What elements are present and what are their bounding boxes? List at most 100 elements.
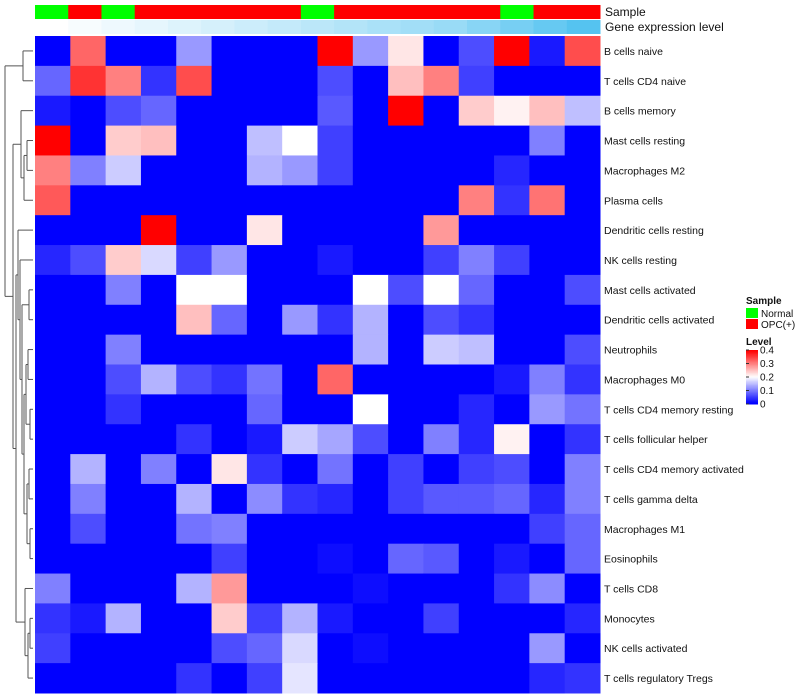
heatmap-cell xyxy=(105,215,142,246)
heatmap-cell xyxy=(388,245,424,276)
legend-gradient-step xyxy=(746,358,758,360)
row-label: Mast cells resting xyxy=(604,136,685,148)
legend-gradient-step xyxy=(746,393,758,396)
heatmap-cell xyxy=(388,215,424,246)
sample-annotation-cell xyxy=(35,5,69,19)
row-label: T cells CD4 naive xyxy=(604,76,686,88)
heatmap-cell xyxy=(388,454,424,485)
heatmap-cell xyxy=(317,663,354,694)
gene-expression-annotation-cell xyxy=(467,20,501,34)
legend-gradient-step xyxy=(746,374,758,377)
heatmap-cell xyxy=(105,663,142,694)
legend-gradient-step xyxy=(746,359,758,362)
heatmap-cell xyxy=(564,633,601,664)
heatmap-cell xyxy=(105,573,142,604)
heatmap-cell xyxy=(282,454,318,485)
heatmap-cell xyxy=(388,185,424,216)
heatmap-cell xyxy=(388,633,424,664)
legend-swatch xyxy=(746,319,758,329)
heatmap-cell xyxy=(352,245,389,276)
heatmap-cell xyxy=(211,394,248,425)
heatmap-cell xyxy=(70,603,107,634)
heatmap-cell xyxy=(352,394,389,425)
heatmap-cell xyxy=(458,394,495,425)
sample-annotation-label: Sample xyxy=(605,5,646,19)
row-label: B cells naive xyxy=(604,46,663,58)
heatmap-cell xyxy=(317,334,354,365)
heatmap-cell xyxy=(352,454,389,485)
heatmap-cell xyxy=(564,215,601,246)
heatmap-cell xyxy=(246,185,283,216)
row-label: T cells regulatory Tregs xyxy=(604,673,713,685)
legend-gradient-step xyxy=(746,390,758,393)
heatmap-cell xyxy=(105,36,142,67)
heatmap-cell xyxy=(282,274,318,306)
heatmap-cell xyxy=(35,65,71,97)
heatmap-cell xyxy=(105,603,142,634)
heatmap-cell xyxy=(246,663,283,694)
sample-annotation-cell xyxy=(433,5,468,19)
heatmap-cell xyxy=(494,215,530,246)
heatmap-cell xyxy=(246,125,283,156)
heatmap-cell xyxy=(35,125,71,156)
heatmap-cell xyxy=(105,245,142,276)
heatmap-cell xyxy=(282,394,318,425)
legend-gradient-step xyxy=(746,366,758,369)
heatmap-cell xyxy=(282,633,318,664)
heatmap-cell xyxy=(70,185,107,216)
legend-gradient-step xyxy=(746,371,758,374)
gene-expression-annotation-cell xyxy=(35,20,69,34)
heatmap-cell xyxy=(282,155,318,186)
heatmap-cell xyxy=(564,245,601,276)
heatmap-cell xyxy=(529,424,566,455)
heatmap-cell xyxy=(458,454,495,485)
heatmap-cell xyxy=(246,513,283,545)
heatmap-cell xyxy=(317,245,354,276)
heatmap-cell xyxy=(458,543,495,575)
row-label: Monocytes xyxy=(604,613,655,625)
heatmap-cell xyxy=(423,633,460,664)
gene-expression-annotation-cell xyxy=(500,20,535,34)
gene-expression-annotation-cell xyxy=(267,20,302,34)
heatmap-cell xyxy=(564,603,601,634)
heatmap-cell xyxy=(494,603,530,634)
heatmap-cell xyxy=(176,633,213,664)
heatmap-cell xyxy=(352,36,389,67)
legend-gradient-step xyxy=(746,356,758,359)
heatmap-cell xyxy=(352,633,389,664)
heatmap-cell xyxy=(529,125,566,156)
heatmap-cell xyxy=(211,95,248,127)
heatmap-cell xyxy=(317,633,354,664)
heatmap-cell xyxy=(494,36,530,67)
row-label: B cells memory xyxy=(604,106,677,118)
legend-gradient-step xyxy=(746,397,758,400)
gene-expression-annotation-cell xyxy=(334,20,368,34)
heatmap-cell xyxy=(564,573,601,604)
heatmap-cell xyxy=(246,573,283,604)
heatmap-cell xyxy=(246,245,283,276)
heatmap-cell xyxy=(494,454,530,485)
heatmap-cell xyxy=(564,304,601,336)
heatmap-cell xyxy=(70,245,107,276)
heatmap-cell xyxy=(423,424,460,455)
legend-gradient-step xyxy=(746,351,758,354)
heatmap-cell xyxy=(282,185,318,216)
heatmap-cell xyxy=(317,274,354,306)
sample-annotation-cell xyxy=(101,5,136,19)
heatmap-cell xyxy=(211,155,248,186)
heatmap-cell xyxy=(564,185,601,216)
legend-gradient-step xyxy=(746,387,758,390)
heatmap-cell xyxy=(423,274,460,306)
heatmap-cell xyxy=(35,36,71,67)
heatmap-cell xyxy=(35,573,71,604)
legend-gradient-step xyxy=(746,394,758,397)
heatmap-cell xyxy=(176,454,213,485)
heatmap-cell xyxy=(564,65,601,97)
gene-expression-annotation-cell xyxy=(300,20,335,34)
row-label: T cells CD4 memory resting xyxy=(604,404,733,416)
legend-tick-label: 0 xyxy=(760,400,766,411)
sample-annotation-cell xyxy=(68,5,102,19)
heatmap-cell xyxy=(70,274,107,306)
heatmap-cell xyxy=(35,543,71,575)
heatmap-cell xyxy=(70,513,107,545)
